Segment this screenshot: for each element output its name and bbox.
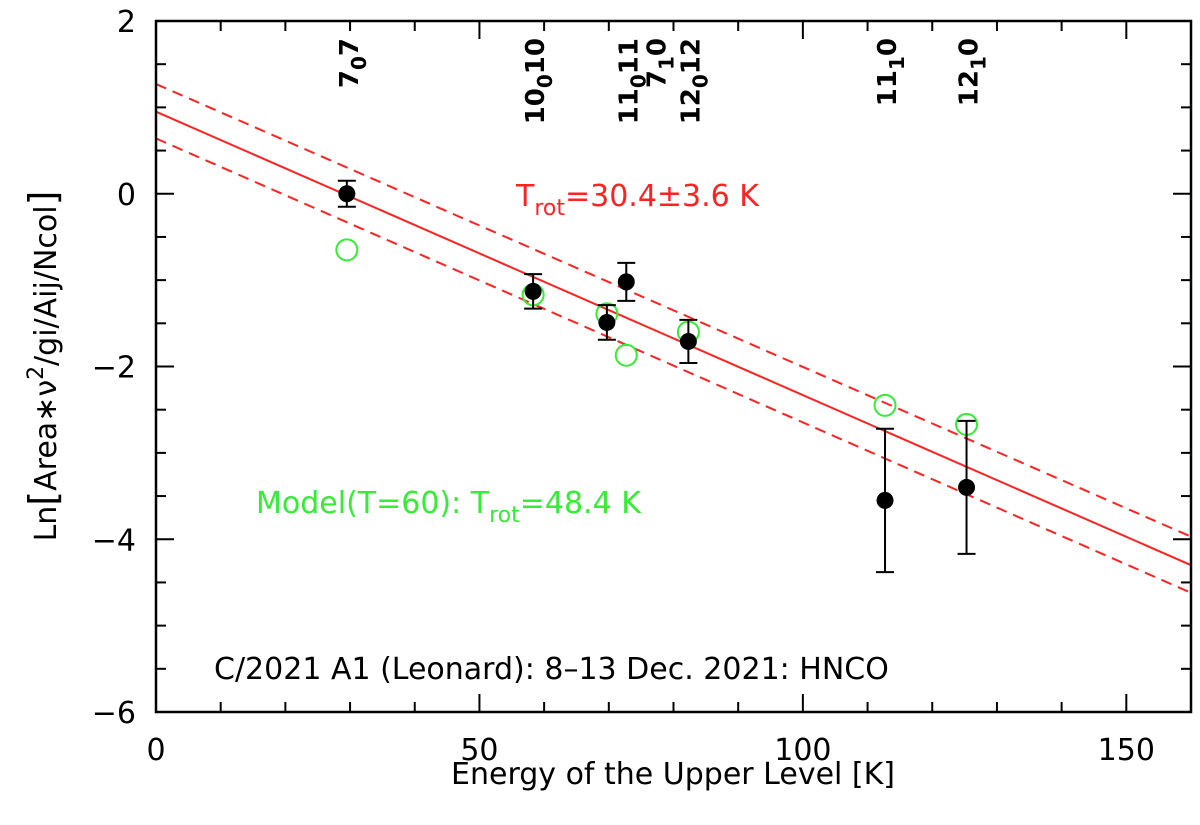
y-label-open-bracket: [	[21, 491, 65, 506]
trot-model-annotation: Model(T=60): Trot=48.4 K	[256, 486, 642, 528]
observed-point	[617, 261, 636, 302]
transition-kc: 10	[521, 38, 551, 74]
y-label-body: Area∗ν	[29, 380, 64, 491]
y-label-prefix: Ln	[29, 506, 64, 542]
y-label-superscript: 2	[24, 366, 49, 380]
observed-marker	[958, 478, 976, 496]
model-point	[335, 238, 359, 262]
y-tick-label: −6	[92, 696, 136, 731]
trot-fit-value: =30.4±3.6 K	[565, 179, 760, 214]
transition-n: 11	[614, 88, 644, 124]
observed-point	[597, 304, 616, 341]
observed-point	[957, 419, 976, 555]
observed-points	[337, 179, 976, 574]
transition-label: 10010	[521, 38, 557, 124]
transition-kc: 11	[614, 38, 644, 74]
x-tick-label: 50	[460, 733, 498, 768]
transition-label: 11011	[614, 38, 650, 124]
transition-n: 12	[955, 70, 985, 106]
transition-kc: 0	[642, 38, 672, 56]
observed-marker	[617, 273, 635, 291]
transition-ka: 0	[626, 74, 650, 88]
fit-line-upper-bound	[155, 83, 1192, 538]
transition-label: 710	[642, 38, 678, 88]
transition-ka: 0	[347, 56, 371, 70]
transition-n: 7	[642, 70, 672, 88]
y-label-close-bracket: ]	[21, 191, 65, 206]
axis-ticks	[155, 20, 1192, 713]
transition-ka: 1	[967, 56, 991, 70]
transition-kc: 0	[873, 38, 903, 56]
y-label-rest: /gi/Aij/Ncol	[29, 205, 64, 366]
fit-line-center	[155, 110, 1192, 567]
transition-ka: 0	[688, 74, 712, 88]
trot-fit-subscript: rot	[534, 196, 565, 221]
transition-label: 1210	[955, 38, 991, 106]
trot-fit-symbol: T	[515, 179, 535, 214]
fit-lines	[155, 83, 1192, 594]
observed-marker	[876, 491, 894, 509]
x-axis-label: Energy of the Upper Level [K]	[451, 757, 895, 792]
transition-kc: 12	[676, 38, 706, 74]
x-tick-label: 150	[1098, 733, 1155, 768]
y-tick-label: 0	[117, 178, 136, 213]
y-tick-label: 2	[117, 5, 136, 40]
trot-model-value: =48.4 K	[520, 486, 642, 521]
transition-n: 11	[873, 70, 903, 106]
transition-n: 7	[335, 70, 365, 88]
observed-marker	[598, 313, 616, 331]
transition-ka: 1	[885, 56, 909, 70]
transition-ka: 1	[654, 56, 678, 70]
observed-point	[679, 318, 698, 365]
x-tick-label: 0	[146, 733, 165, 768]
transition-label: 707	[335, 38, 371, 88]
model-point	[873, 393, 897, 417]
fit-line-lower-bound	[155, 137, 1192, 594]
transition-label: 1110	[873, 38, 909, 106]
transition-kc: 0	[955, 38, 985, 56]
transition-n: 10	[521, 88, 551, 124]
y-tick-label: −4	[92, 523, 136, 558]
observed-point	[876, 427, 895, 574]
observed-marker	[524, 282, 542, 300]
y-axis-label: Ln[Area∗ν2/gi/Aij/Ncol]	[21, 191, 65, 542]
observed-marker	[338, 185, 356, 203]
chart-title: C/2021 A1 (Leonard): 8–13 Dec. 2021: HNC…	[214, 652, 889, 687]
observed-marker	[679, 332, 697, 350]
trot-fit-annotation: Trot=30.4±3.6 K	[515, 179, 760, 221]
observed-point	[524, 273, 543, 310]
trot-model-subscript: rot	[489, 503, 520, 528]
trot-model-prefix: Model(T=60): T	[256, 486, 490, 521]
model-point	[614, 343, 638, 367]
transition-kc: 7	[335, 38, 365, 56]
model-points	[335, 238, 979, 436]
transition-n: 12	[676, 88, 706, 124]
transition-ka: 0	[533, 74, 557, 88]
y-tick-label: −2	[92, 351, 136, 386]
observed-point	[337, 179, 356, 208]
x-tick-label: 100	[774, 733, 831, 768]
transition-label: 12012	[676, 38, 712, 124]
